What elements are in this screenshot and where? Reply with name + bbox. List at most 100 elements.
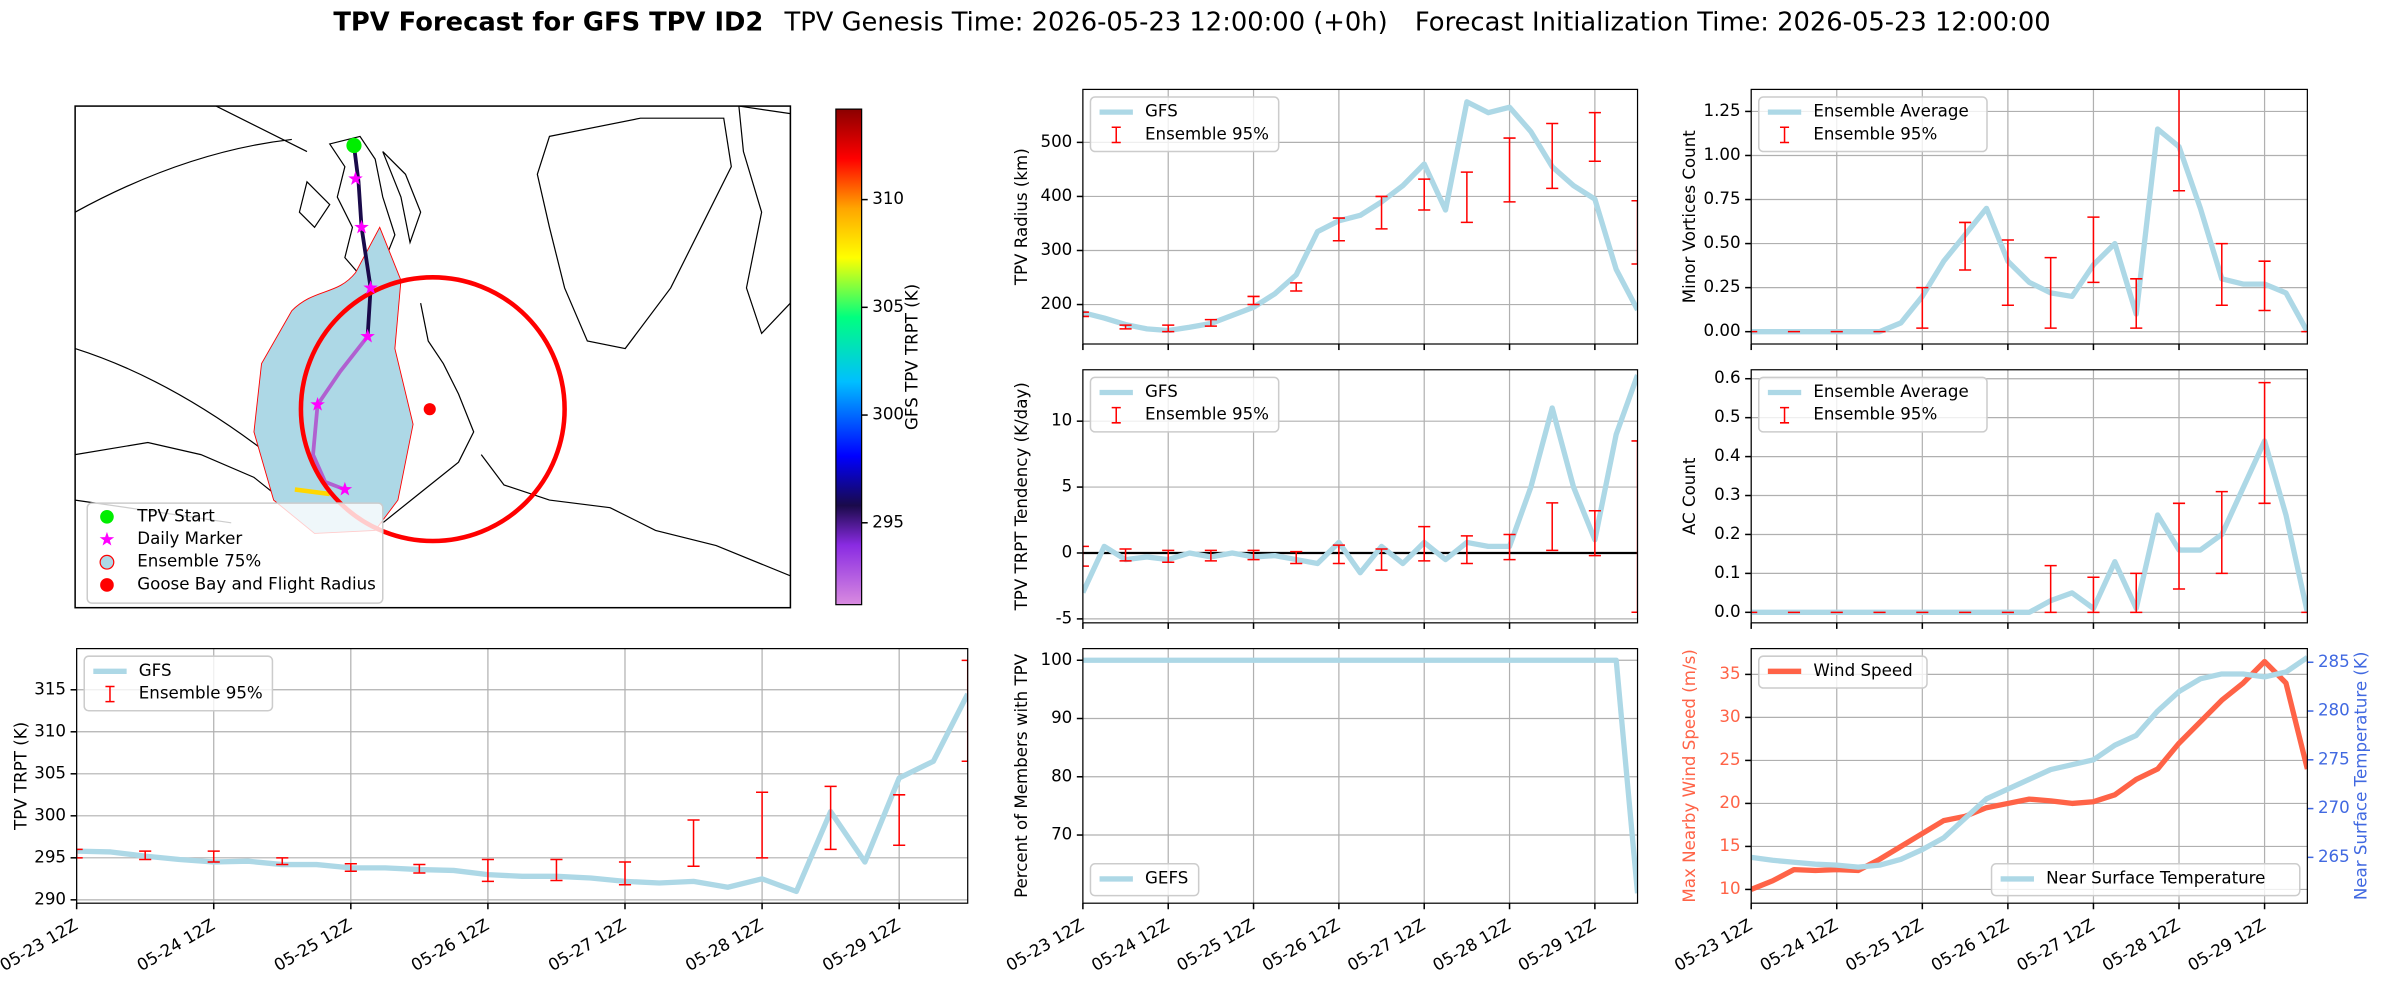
error-bar bbox=[824, 785, 837, 851]
y2-tick-label: 280 bbox=[2318, 701, 2350, 720]
legend-label: GFS bbox=[1145, 382, 1178, 401]
error-bar bbox=[1546, 502, 1559, 552]
y-tick-label: 300 bbox=[1040, 240, 1072, 259]
legend-swatch bbox=[1111, 406, 1121, 424]
y-tick-label: 0.6 bbox=[1714, 368, 1741, 387]
error-bar bbox=[1460, 171, 1473, 224]
axes-frame bbox=[1082, 647, 1639, 904]
legend-label: Ensemble Average bbox=[1813, 102, 1968, 121]
legend-box bbox=[83, 655, 274, 712]
series-line bbox=[1751, 655, 2308, 870]
legend-marker bbox=[100, 578, 114, 592]
legend-label: Ensemble 95% bbox=[1813, 405, 1937, 424]
plot-area bbox=[1751, 89, 2308, 335]
legend-box bbox=[1089, 376, 1280, 433]
x-tick-label: 05-29 12Z bbox=[2185, 915, 2269, 975]
colorbar-label: GFS TPV TRPT (K) bbox=[903, 284, 922, 430]
legend-label: Ensemble 75% bbox=[137, 552, 261, 571]
error-bar bbox=[1418, 178, 1431, 211]
y-tick-label: 200 bbox=[1040, 294, 1072, 313]
axes-frame bbox=[1082, 88, 1639, 345]
y-tick-label: 35 bbox=[1719, 664, 1740, 683]
error-bar bbox=[1332, 217, 1345, 242]
legend-box bbox=[86, 502, 384, 604]
legend-label: Wind Speed bbox=[1813, 661, 1912, 680]
error-bar bbox=[1247, 549, 1260, 561]
legend-label: GEFS bbox=[1145, 868, 1188, 887]
y-tick-label: 0.25 bbox=[1703, 277, 1740, 296]
x-tick-label: 05-28 12Z bbox=[2099, 915, 2183, 975]
legend-box bbox=[1990, 863, 2301, 897]
axes-frame bbox=[1082, 369, 1639, 624]
error-bar bbox=[2172, 89, 2186, 192]
legend-swatch bbox=[1779, 126, 1790, 144]
x-tick-label: 05-25 12Z bbox=[1842, 915, 1926, 975]
error-bar bbox=[139, 850, 152, 861]
y-tick-label: 10 bbox=[1719, 879, 1740, 898]
error-bar bbox=[1375, 195, 1388, 230]
legend-marker bbox=[100, 509, 114, 524]
goose-bay bbox=[423, 403, 436, 416]
y-tick-label: 10 bbox=[1051, 411, 1072, 430]
x-tick-label: 05-26 12Z bbox=[408, 915, 492, 975]
error-bar bbox=[1119, 324, 1132, 330]
legend-label: Near Surface Temperature bbox=[2046, 868, 2265, 887]
y-tick-label: 30 bbox=[1719, 707, 1740, 726]
error-bar bbox=[1082, 311, 1089, 318]
x-tick-label: 05-28 12Z bbox=[1430, 915, 1514, 975]
y-tick-label: 305 bbox=[34, 763, 66, 782]
colorbar bbox=[835, 108, 863, 606]
y-axis-label: AC Count bbox=[1680, 457, 1699, 535]
error-bar bbox=[2044, 256, 2057, 329]
legend-label: Ensemble Average bbox=[1813, 382, 1968, 401]
error-bar bbox=[2258, 381, 2271, 505]
y-tick-label: 0 bbox=[1062, 542, 1073, 561]
error-bar bbox=[1418, 525, 1431, 562]
legend-swatch bbox=[1779, 406, 1790, 424]
y-tick-label: 400 bbox=[1040, 186, 1072, 205]
y2-tick-label: 270 bbox=[2318, 798, 2350, 817]
legend-label: Daily Marker bbox=[137, 529, 242, 548]
x-tick-label: 05-24 12Z bbox=[1088, 915, 1172, 975]
series-line bbox=[1082, 374, 1638, 594]
y-tick-label: 0.4 bbox=[1714, 446, 1741, 465]
y-tick-label: 0.0 bbox=[1714, 602, 1741, 621]
x-tick-label: 05-27 12Z bbox=[2013, 915, 2097, 975]
plot-area bbox=[1082, 374, 1638, 614]
error-bar bbox=[1204, 318, 1217, 327]
y-tick-label: 80 bbox=[1051, 766, 1072, 785]
y2-tick-label: 285 bbox=[2318, 652, 2350, 671]
y-tick-label: 20 bbox=[1719, 793, 1740, 812]
error-bar bbox=[1916, 286, 1929, 329]
y-axis-label: Minor Vortices Count bbox=[1680, 130, 1699, 303]
error-bar bbox=[2215, 242, 2228, 306]
daily-marker bbox=[363, 280, 378, 294]
y-tick-label: 15 bbox=[1719, 836, 1740, 855]
legend-swatch bbox=[1111, 126, 1121, 144]
axes-frame bbox=[1750, 369, 2308, 624]
series-line bbox=[1751, 126, 2308, 335]
x-tick-label: 05-27 12Z bbox=[1344, 915, 1428, 975]
error-bar bbox=[756, 791, 769, 859]
title-main: TPV Forecast for GFS TPV ID2 bbox=[333, 7, 763, 37]
axes-frame bbox=[1750, 88, 2308, 345]
y-tick-label: 0.00 bbox=[1703, 321, 1740, 340]
legend-label: Ensemble 95% bbox=[1813, 124, 1937, 143]
legend-label: GFS bbox=[1145, 102, 1178, 121]
x-tick-label: 05-24 12Z bbox=[1757, 915, 1841, 975]
series-line bbox=[1751, 438, 2308, 615]
tpv-start bbox=[346, 137, 362, 154]
legend-box bbox=[1758, 96, 1988, 153]
legend-label: Ensemble 95% bbox=[1145, 124, 1269, 143]
y-tick-label: 0.75 bbox=[1703, 189, 1740, 208]
error-bar bbox=[893, 794, 906, 846]
error-bar bbox=[2258, 260, 2271, 312]
legend-label: Ensemble 95% bbox=[139, 684, 263, 703]
daily-marker bbox=[348, 171, 363, 185]
y-tick-label: 5 bbox=[1062, 477, 1073, 496]
colorbar-tick-label: 305 bbox=[872, 297, 904, 316]
y-tick-label: 1.00 bbox=[1703, 145, 1740, 164]
legend-box bbox=[1758, 655, 1928, 689]
